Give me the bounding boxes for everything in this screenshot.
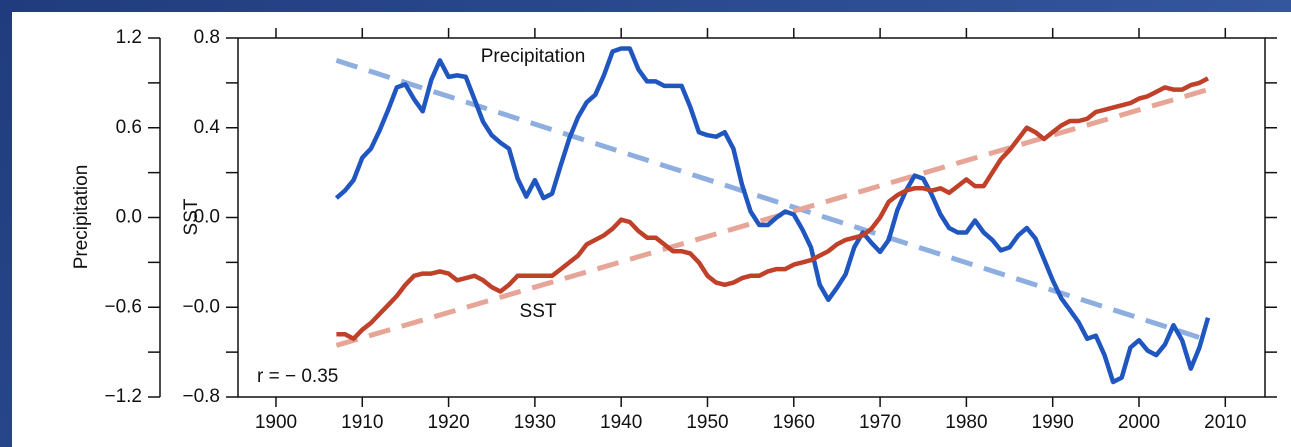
x-tick-label: 1990 <box>1032 412 1074 433</box>
x-tick-label: 1970 <box>859 412 901 433</box>
x-tick-label: 1920 <box>427 412 469 433</box>
x-tick-label: 1910 <box>341 412 383 433</box>
y-tick-label: 1.2 <box>116 27 142 48</box>
x-tick-label: 1900 <box>255 412 297 433</box>
x-tick-label: 2000 <box>1118 412 1160 433</box>
series-label: Precipitation <box>481 46 586 67</box>
trend-line <box>335 87 1209 348</box>
x-tick-label: 1930 <box>514 412 556 433</box>
y-axis-label: Precipitation <box>71 165 92 270</box>
y-tick-label: 0.0 <box>116 207 142 228</box>
x-tick-label: 1950 <box>686 412 728 433</box>
series-line <box>336 76 1210 341</box>
chart-background <box>12 12 1291 447</box>
annotation: r = − 0.35 <box>257 366 338 387</box>
y2-tick-label: 0.4 <box>194 117 221 138</box>
y2-tick-label: 0.8 <box>194 27 220 48</box>
series-line <box>334 46 1211 385</box>
x-tick-label: 1980 <box>945 412 987 433</box>
y2-tick-label: −0.8 <box>182 386 220 407</box>
x-tick-label: 1960 <box>773 412 815 433</box>
x-tick-label: 1940 <box>600 412 642 433</box>
series-label: SST <box>520 301 557 322</box>
y2-tick-label: −0.0 <box>182 296 220 317</box>
y-tick-label: −1.2 <box>104 386 142 407</box>
y2-tick-label: 0.0 <box>194 207 220 228</box>
x-tick-label: 2010 <box>1204 412 1246 433</box>
y2-axis-label: SST <box>181 198 202 235</box>
trend-line <box>335 58 1209 343</box>
y-tick-label: 0.6 <box>116 117 142 138</box>
y-tick-label: −0.6 <box>104 296 142 317</box>
